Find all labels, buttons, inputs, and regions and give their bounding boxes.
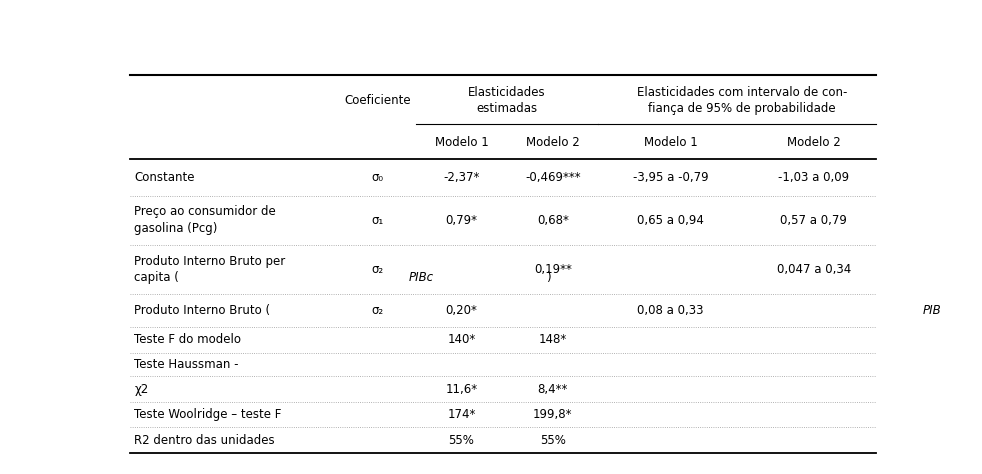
Text: 199,8*: 199,8* [533,408,573,421]
Text: 0,047 a 0,34: 0,047 a 0,34 [777,263,851,276]
Text: σ₁: σ₁ [371,214,384,227]
Text: capita (: capita ( [135,271,179,284]
Text: σ₂: σ₂ [371,304,384,317]
Text: Elasticidades
estimadas: Elasticidades estimadas [468,86,546,116]
Text: 0,68*: 0,68* [537,214,569,227]
Text: 0,19**: 0,19** [534,263,572,276]
Text: 0,79*: 0,79* [446,214,477,227]
Text: 0,20*: 0,20* [446,304,477,317]
Text: Preço ao consumidor de
gasolina (Pcg): Preço ao consumidor de gasolina (Pcg) [135,205,276,235]
Text: Produto Interno Bruto per: Produto Interno Bruto per [135,255,286,268]
Text: Teste Haussman -: Teste Haussman - [135,358,239,371]
Text: Constante: Constante [135,171,194,184]
Text: Modelo 1: Modelo 1 [435,136,488,149]
Text: PIBc: PIBc [409,271,434,284]
Text: 148*: 148* [538,333,567,346]
Text: Coeficiente: Coeficiente [345,94,411,107]
Text: 174*: 174* [447,408,475,421]
Text: -1,03 a 0,09: -1,03 a 0,09 [778,171,849,184]
Text: 11,6*: 11,6* [446,383,477,395]
Text: Modelo 1: Modelo 1 [644,136,697,149]
Text: Teste F do modelo: Teste F do modelo [135,333,242,346]
Text: 0,57 a 0,79: 0,57 a 0,79 [781,214,847,227]
Text: Produto Interno Bruto (: Produto Interno Bruto ( [135,304,270,317]
Text: Modelo 2: Modelo 2 [787,136,841,149]
Text: Modelo 2: Modelo 2 [526,136,579,149]
Text: PIB: PIB [923,304,942,317]
Text: -2,37*: -2,37* [443,171,479,184]
Text: 55%: 55% [449,434,474,447]
Text: χ2: χ2 [135,383,148,395]
Text: Teste Woolridge – teste F: Teste Woolridge – teste F [135,408,282,421]
Text: Elasticidades com intervalo de con-
fiança de 95% de probabilidade: Elasticidades com intervalo de con- fian… [637,86,847,116]
Text: σ₂: σ₂ [371,263,384,276]
Text: 0,65 a 0,94: 0,65 a 0,94 [637,214,704,227]
Text: ): ) [546,271,550,284]
Text: -3,95 a -0,79: -3,95 a -0,79 [632,171,709,184]
Text: 8,4**: 8,4** [537,383,568,395]
Text: 140*: 140* [447,333,475,346]
Text: σ₀: σ₀ [372,171,384,184]
Text: 0,08 a 0,33: 0,08 a 0,33 [637,304,704,317]
Text: -0,469***: -0,469*** [525,171,580,184]
Text: 55%: 55% [540,434,566,447]
Text: R2 dentro das unidades: R2 dentro das unidades [135,434,275,447]
